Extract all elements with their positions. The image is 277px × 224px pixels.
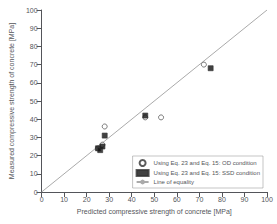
svg-text:Using Eq. 23 and Eq. 15: SSD c: Using Eq. 23 and Eq. 15: SSD condition — [154, 170, 260, 176]
svg-text:0: 0 — [40, 196, 44, 203]
svg-text:Line of equality: Line of equality — [154, 179, 194, 185]
svg-text:20: 20 — [83, 196, 91, 203]
svg-text:90: 90 — [241, 196, 249, 203]
svg-text:10: 10 — [60, 196, 68, 203]
svg-text:40: 40 — [128, 196, 136, 203]
svg-text:Measured compressive strength: Measured compressive strength of concret… — [8, 23, 16, 179]
svg-text:80: 80 — [218, 196, 226, 203]
svg-text:60: 60 — [30, 79, 38, 86]
svg-text:Using Eq. 23 and Eq. 15: OD co: Using Eq. 23 and Eq. 15: OD condition — [154, 160, 257, 166]
svg-text:70: 70 — [30, 61, 38, 68]
svg-text:80: 80 — [30, 43, 38, 50]
svg-text:30: 30 — [30, 134, 38, 141]
svg-text:70: 70 — [195, 196, 203, 203]
svg-text:50: 50 — [150, 196, 158, 203]
svg-text:50: 50 — [30, 98, 38, 105]
svg-text:20: 20 — [30, 152, 38, 159]
svg-text:30: 30 — [105, 196, 113, 203]
svg-text:10: 10 — [30, 170, 38, 177]
svg-text:Predicted compressive strength: Predicted compressive strength of concre… — [77, 208, 232, 216]
svg-text:90: 90 — [30, 25, 38, 32]
svg-text:60: 60 — [173, 196, 181, 203]
svg-text:40: 40 — [30, 116, 38, 123]
svg-text:100: 100 — [26, 7, 38, 14]
svg-text:100: 100 — [261, 196, 273, 203]
svg-text:0: 0 — [34, 189, 38, 196]
